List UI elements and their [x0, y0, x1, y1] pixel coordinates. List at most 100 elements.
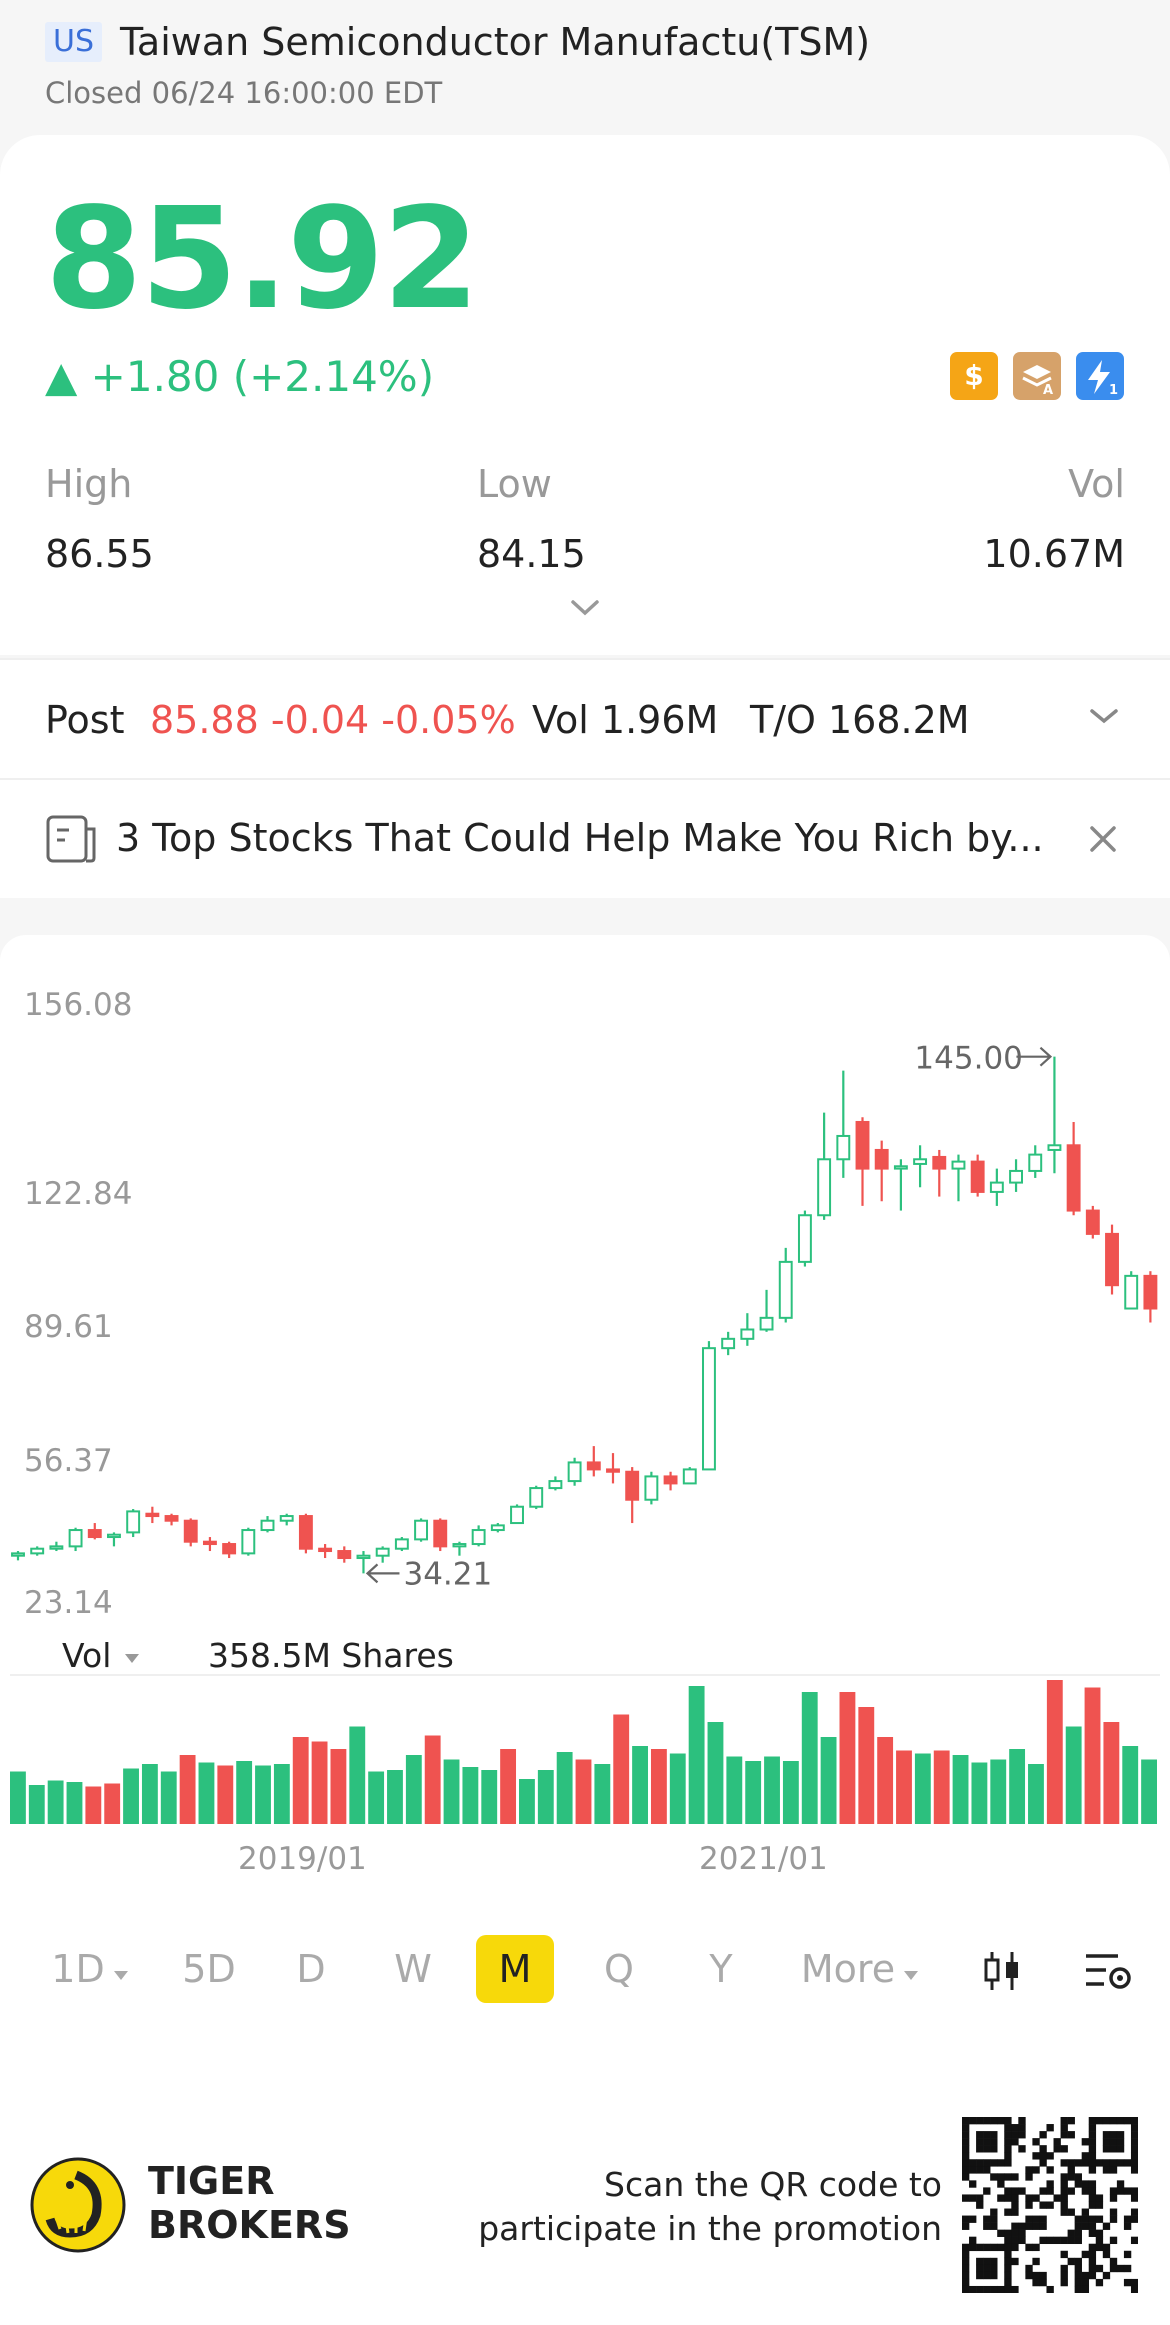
- lightning-icon[interactable]: 1: [1076, 352, 1124, 400]
- candle: [548, 1480, 563, 1490]
- candle: [989, 1181, 1004, 1193]
- volume-bar: [764, 1756, 780, 1824]
- tab-q[interactable]: Q: [604, 1947, 634, 1991]
- candle: [164, 1515, 179, 1522]
- volume-bar: [141, 1764, 158, 1824]
- chart-card: [0, 935, 1170, 2085]
- chart-settings-icon[interactable]: [1082, 1948, 1134, 1998]
- brand-name-line1: TIGER: [148, 2159, 275, 2203]
- volume-bar: [745, 1761, 762, 1824]
- x-axis-label: 2021/01: [699, 1841, 828, 1877]
- candle: [663, 1475, 678, 1485]
- candle: [874, 1148, 889, 1170]
- candle: [893, 1165, 908, 1170]
- volume-bar: [952, 1755, 969, 1824]
- volume-bar: [66, 1782, 83, 1824]
- volume-bar: [632, 1746, 648, 1824]
- last-price: 85.92: [45, 178, 480, 341]
- volume-bar: [575, 1759, 592, 1824]
- volume-bar: [556, 1752, 573, 1824]
- y-axis-label: 122.84: [24, 1176, 133, 1212]
- close-icon[interactable]: [1088, 824, 1118, 858]
- volume-bar: [349, 1726, 366, 1824]
- x-axis-label: 2019/01: [238, 1841, 367, 1877]
- volume-bar: [500, 1749, 517, 1824]
- candle: [1009, 1169, 1024, 1184]
- candle: [567, 1461, 582, 1483]
- candle: [452, 1543, 467, 1548]
- y-axis-label: 156.08: [24, 987, 133, 1023]
- candle: [394, 1538, 409, 1550]
- candle: [702, 1347, 716, 1471]
- post-market-row[interactable]: Post 85.88 -0.04 -0.05% Vol 1.96M T/O 16…: [0, 660, 1170, 778]
- candle: [433, 1519, 448, 1548]
- tab-more[interactable]: More: [790, 1935, 930, 2003]
- vol-value: 10.67M: [983, 532, 1125, 576]
- volume-bar: [47, 1780, 64, 1824]
- volume-bar: [726, 1756, 743, 1824]
- candle: [183, 1519, 198, 1543]
- volume-label[interactable]: Vol: [62, 1636, 112, 1675]
- volume-bar: [28, 1785, 45, 1824]
- stack-icon[interactable]: A: [1013, 352, 1061, 400]
- candle: [740, 1328, 755, 1340]
- svg-text:A: A: [1043, 383, 1053, 398]
- tab-1d[interactable]: 1D: [40, 1935, 140, 2003]
- volume-bar: [820, 1737, 837, 1824]
- tab-d[interactable]: D: [296, 1947, 326, 1991]
- volume-bar: [877, 1737, 894, 1824]
- candle: [145, 1512, 160, 1518]
- min-price-annotation: 34.21: [403, 1556, 492, 1592]
- volume-bar: [933, 1750, 950, 1824]
- chevron-down-icon[interactable]: [1088, 706, 1120, 732]
- volume-bar: [669, 1753, 686, 1824]
- volume-bar: [688, 1686, 705, 1824]
- volume-bar: [896, 1750, 912, 1824]
- svg-text:1: 1: [1109, 383, 1118, 398]
- volume-bar: [424, 1735, 441, 1824]
- candle-type-icon[interactable]: [978, 1948, 1026, 1998]
- tab-w[interactable]: W: [394, 1947, 432, 1991]
- candle: [126, 1510, 141, 1534]
- news-headline[interactable]: 3 Top Stocks That Could Help Make You Ri…: [116, 816, 1044, 860]
- candle: [414, 1519, 429, 1541]
- volume-bar: [1009, 1749, 1026, 1824]
- volume-bar: [198, 1762, 215, 1824]
- qr-code[interactable]: [962, 2117, 1138, 2293]
- candle: [797, 1214, 812, 1263]
- tab-y[interactable]: Y: [709, 1947, 733, 1991]
- candle: [490, 1524, 505, 1532]
- candle: [913, 1158, 928, 1165]
- candle: [1066, 1144, 1081, 1212]
- candle: [932, 1155, 947, 1170]
- candle: [510, 1505, 524, 1525]
- tab-5d[interactable]: 5D: [182, 1947, 236, 1991]
- candle: [586, 1461, 601, 1471]
- tab-m[interactable]: M: [476, 1935, 554, 2003]
- y-axis-label: 23.14: [24, 1585, 113, 1621]
- dollar-icon[interactable]: $: [950, 352, 998, 400]
- volume-bar: [179, 1755, 196, 1824]
- volume-bar: [330, 1749, 347, 1824]
- caret-down-icon[interactable]: [124, 1650, 140, 1669]
- promo-footer: TIGER BROKERS Scan the QR code to partic…: [0, 2085, 1170, 2325]
- candle: [855, 1120, 870, 1170]
- news-icon: [45, 814, 97, 868]
- candlestick-chart[interactable]: 145.00 34.21: [0, 935, 1170, 1655]
- low-value: 84.15: [477, 532, 586, 576]
- volume-bar: [368, 1771, 385, 1824]
- chevron-down-icon[interactable]: [567, 596, 603, 620]
- arrow-left-icon: [365, 1563, 400, 1584]
- volume-bar: [405, 1755, 422, 1824]
- volume-bar: [594, 1764, 611, 1824]
- candle: [778, 1260, 793, 1319]
- candle: [222, 1543, 237, 1555]
- news-banner[interactable]: 3 Top Stocks That Could Help Make You Ri…: [0, 780, 1170, 898]
- tiger-logo: [30, 2157, 126, 2257]
- volume-bar: [971, 1762, 988, 1824]
- volume-chart[interactable]: [0, 1676, 1170, 1826]
- y-axis-label: 89.61: [24, 1309, 113, 1345]
- divider: [10, 1674, 1160, 1676]
- candle: [68, 1529, 83, 1548]
- volume-bar: [914, 1753, 931, 1824]
